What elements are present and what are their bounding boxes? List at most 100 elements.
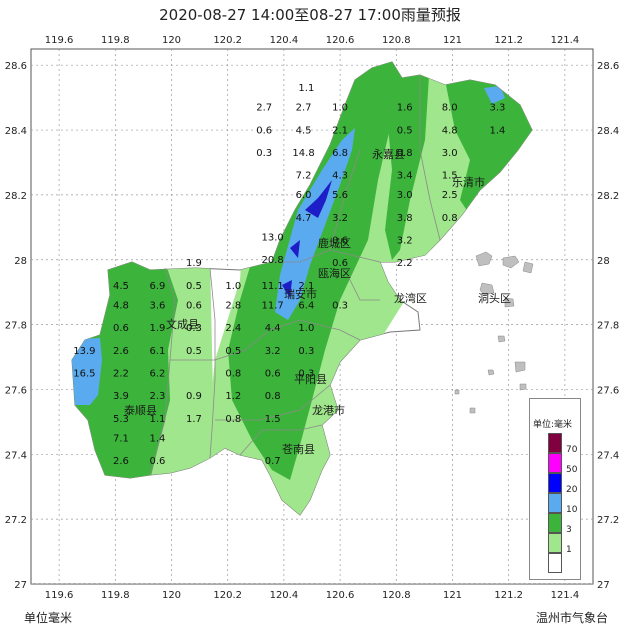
legend-box: 单位:毫米 70 50 20 10 3 1 bbox=[529, 398, 581, 580]
lon-tick-label: 120.8 bbox=[382, 35, 411, 46]
station-value: 0.6 bbox=[186, 300, 202, 311]
station-value: 16.5 bbox=[73, 368, 95, 379]
lon-tick-label: 119.8 bbox=[101, 35, 130, 46]
axis-tick-labels: 119.6119.6119.8119.8120120120.2120.2120.… bbox=[5, 35, 620, 601]
station-value: 0.3 bbox=[298, 346, 314, 357]
station-value: 4.4 bbox=[265, 323, 281, 334]
station-value: 3.3 bbox=[490, 103, 506, 114]
place-label: 龙港市 bbox=[312, 403, 345, 417]
station-value: 2.3 bbox=[149, 391, 165, 402]
legend-item: 50 bbox=[548, 453, 584, 475]
lat-tick-label: 28.2 bbox=[5, 191, 27, 202]
station-value: 6.1 bbox=[149, 346, 165, 357]
station-value: 3.0 bbox=[442, 148, 458, 159]
station-value: 0.3 bbox=[332, 300, 348, 311]
station-value: 8.0 bbox=[442, 103, 458, 114]
legend-items: 70 50 20 10 3 1 bbox=[548, 433, 584, 573]
lat-tick-label: 28 bbox=[14, 256, 27, 267]
lon-tick-label: 120 bbox=[162, 590, 181, 601]
station-value: 0.6 bbox=[256, 125, 272, 136]
place-labels: 永嘉县 乐清市 鹿城区 瓯海区 龙湾区 洞头区 文成县 瑞安市 平阳县 龙港市 … bbox=[124, 147, 511, 456]
place-label: 文成县 bbox=[166, 317, 199, 331]
station-value: 2.1 bbox=[298, 281, 314, 292]
station-value: 0.3 bbox=[298, 368, 314, 379]
lon-tick-label: 119.8 bbox=[101, 590, 130, 601]
station-value: 0.9 bbox=[186, 391, 202, 402]
station-value: 4.8 bbox=[442, 125, 458, 136]
station-value: 2.6 bbox=[113, 346, 129, 357]
station-value: 14.8 bbox=[292, 148, 314, 159]
lon-tick-label: 121.4 bbox=[551, 35, 580, 46]
lon-tick-label: 119.6 bbox=[45, 35, 74, 46]
station-value: 1.1 bbox=[298, 83, 314, 94]
station-value: 4.8 bbox=[113, 300, 129, 311]
station-value: 1.0 bbox=[298, 323, 314, 334]
lat-tick-label: 27.6 bbox=[597, 385, 619, 396]
station-value: 2.1 bbox=[332, 125, 348, 136]
lat-tick-label: 28 bbox=[597, 256, 610, 267]
lat-tick-label: 27.8 bbox=[597, 321, 619, 332]
station-value: 20.8 bbox=[262, 255, 284, 266]
station-value: 0.6 bbox=[149, 456, 165, 467]
station-value: 1.4 bbox=[490, 125, 506, 136]
lat-tick-label: 28.4 bbox=[597, 126, 619, 137]
lon-tick-label: 120.2 bbox=[213, 35, 242, 46]
station-value: 5.6 bbox=[332, 190, 348, 201]
station-value: 0.8 bbox=[225, 368, 241, 379]
legend-swatch bbox=[548, 513, 562, 533]
station-value: 3.2 bbox=[265, 346, 281, 357]
legend-swatch bbox=[548, 473, 562, 493]
station-value: 11.1 bbox=[262, 281, 284, 292]
station-value: 0.5 bbox=[186, 281, 202, 292]
place-label: 鹿城区 bbox=[318, 236, 351, 250]
legend-item: 70 bbox=[548, 433, 584, 455]
legend-swatch bbox=[548, 493, 562, 513]
station-value: 6.9 bbox=[149, 281, 165, 292]
station-value: 1.1 bbox=[149, 414, 165, 425]
lon-tick-label: 121.2 bbox=[494, 35, 523, 46]
station-value: 0.8 bbox=[442, 213, 458, 224]
place-label: 永嘉县 bbox=[372, 147, 405, 161]
station-value: 0.6 bbox=[113, 323, 129, 334]
station-value: 1.9 bbox=[149, 323, 165, 334]
lon-tick-label: 121 bbox=[443, 35, 462, 46]
station-value: 3.6 bbox=[149, 300, 165, 311]
station-value: 1.6 bbox=[397, 103, 413, 114]
legend-item bbox=[548, 553, 584, 573]
station-value: 0.8 bbox=[397, 148, 413, 159]
legend-item: 3 bbox=[548, 513, 584, 535]
place-label: 平阳县 bbox=[294, 373, 327, 386]
lon-tick-label: 120.4 bbox=[270, 35, 299, 46]
station-value: 5.3 bbox=[113, 414, 129, 425]
station-value: 2.6 bbox=[113, 456, 129, 467]
lat-tick-label: 28.2 bbox=[597, 191, 619, 202]
legend-item: 1 bbox=[548, 533, 584, 555]
legend-swatch bbox=[548, 533, 562, 553]
lon-tick-label: 120.6 bbox=[326, 35, 355, 46]
station-value: 3.2 bbox=[397, 236, 413, 247]
lon-tick-label: 120.8 bbox=[382, 590, 411, 601]
legend-label: 20 bbox=[566, 485, 578, 495]
station-value: 0.6 bbox=[332, 236, 348, 247]
place-label: 瑞安市 bbox=[284, 287, 317, 301]
station-value: 0.6 bbox=[265, 368, 281, 379]
station-value: 6.4 bbox=[298, 300, 314, 311]
legend-label: 10 bbox=[566, 505, 578, 515]
place-label: 乐清市 bbox=[452, 175, 485, 189]
station-value: 2.7 bbox=[296, 103, 312, 114]
place-label: 洞头区 bbox=[478, 292, 511, 305]
lat-tick-label: 27.6 bbox=[5, 385, 27, 396]
station-value: 6.0 bbox=[296, 190, 312, 201]
legend-item: 20 bbox=[548, 473, 584, 495]
station-value: 2.4 bbox=[225, 323, 241, 334]
lat-tick-label: 28.6 bbox=[597, 61, 619, 72]
station-value: 3.4 bbox=[397, 171, 413, 182]
lon-tick-label: 120.4 bbox=[270, 590, 299, 601]
lat-tick-label: 27.2 bbox=[597, 515, 619, 526]
lon-tick-label: 119.6 bbox=[45, 590, 74, 601]
place-label: 龙湾区 bbox=[394, 291, 427, 305]
station-value: 6.8 bbox=[332, 148, 348, 159]
lat-tick-label: 27.2 bbox=[5, 515, 27, 526]
